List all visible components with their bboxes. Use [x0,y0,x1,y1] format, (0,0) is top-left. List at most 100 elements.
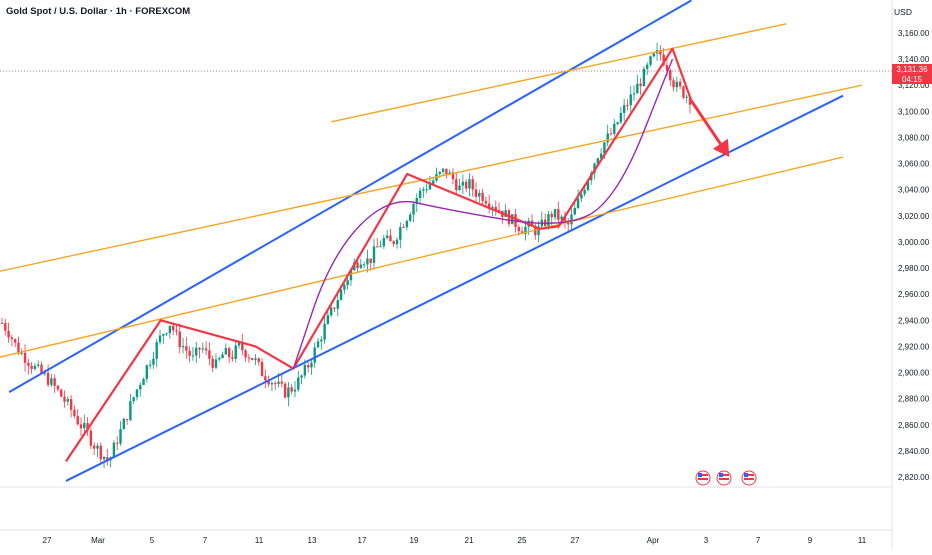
candle [310,359,313,375]
candle [507,208,511,227]
trend-channel-line[interactable] [65,94,844,482]
candle [385,230,389,240]
current-price-value: 3,131.36 [896,65,928,74]
event-markers [695,470,757,486]
candle [175,325,178,336]
y-tick-label: 3,080.00 [898,133,930,142]
candle [270,380,274,392]
candle [280,374,284,388]
candle [260,358,264,377]
candle [287,381,290,407]
candle [534,222,537,240]
candle [320,336,323,350]
candle [481,188,484,205]
price-axis: 2,820.00 2,840.00 2,860.00 2,880.00 2,900.00… [898,29,930,482]
candle [129,393,132,422]
candle [76,409,79,426]
chart-title: Gold Spot / U.S. Dollar · 1h · FOREXCOM [6,6,191,17]
candle [250,357,254,361]
candle [362,261,366,269]
candle [395,237,399,249]
candle [185,337,188,359]
candle [274,381,277,390]
candle [283,381,287,399]
candle [659,45,662,61]
forecast-arrow[interactable] [690,100,730,158]
candle [652,52,655,58]
x-tick-label: 11 [858,536,867,545]
candle [316,337,320,349]
candle [573,202,576,215]
candle [629,86,632,112]
y-tick-label: 2,980.00 [898,264,930,273]
candle [4,318,7,336]
candle [458,178,461,191]
y-tick-label: 2,880.00 [898,395,930,404]
candle [537,221,540,243]
candle [17,336,20,356]
candle [461,174,465,195]
candle [86,417,89,436]
y-tick-label: 3,020.00 [898,212,930,221]
candle [244,348,247,362]
candle [178,323,181,354]
candle [218,356,221,362]
candle [148,360,152,370]
x-tick-label: 21 [465,536,474,545]
y-tick-label: 3,000.00 [898,238,930,247]
candle [359,258,363,269]
y-tick-label: 2,840.00 [898,447,930,456]
candle [649,55,652,67]
parallel-channel-line[interactable] [331,23,787,123]
candle [642,66,646,87]
candle [135,388,139,401]
candle [116,436,119,451]
candle [313,342,316,368]
candle [53,374,56,393]
candle [455,172,458,194]
y-tick-label: 2,820.00 [898,473,930,482]
candle [491,204,494,217]
us-flag-event-icon[interactable] [695,470,711,486]
candle [211,355,214,373]
parallel-channel-line[interactable] [0,84,863,273]
candle [0,317,4,325]
candle [69,395,73,418]
candle [96,443,99,458]
candle [422,187,425,198]
candle [73,405,76,419]
parallel-channel-line[interactable] [0,156,844,359]
candle [435,167,438,183]
candle [300,374,303,384]
candle [445,168,448,179]
candle [399,222,402,249]
candle [198,347,201,359]
y-tick-label: 2,940.00 [898,316,930,325]
x-tick-label: 11 [255,536,264,545]
candle [402,223,405,229]
candle [293,381,297,398]
zigzag-path[interactable] [65,47,693,462]
candle [125,418,129,425]
candle [181,337,185,354]
candle [613,119,616,137]
candle [162,333,165,344]
candle [79,417,83,437]
candle [7,322,10,343]
currency-label[interactable]: USD [894,7,912,17]
us-flag-event-icon[interactable] [741,470,757,486]
candle [50,373,53,387]
candle [497,202,501,212]
x-tick-label: 17 [358,536,367,545]
candle [464,178,468,193]
candle [264,369,267,389]
candle [221,351,224,359]
candle [639,77,642,95]
bar-countdown: 04:15 [901,75,923,84]
cup-arc[interactable] [292,58,674,369]
candle [619,106,623,125]
candle [675,76,679,92]
us-flag-event-icon[interactable] [716,470,732,486]
y-tick-label: 3,140.00 [898,55,930,64]
